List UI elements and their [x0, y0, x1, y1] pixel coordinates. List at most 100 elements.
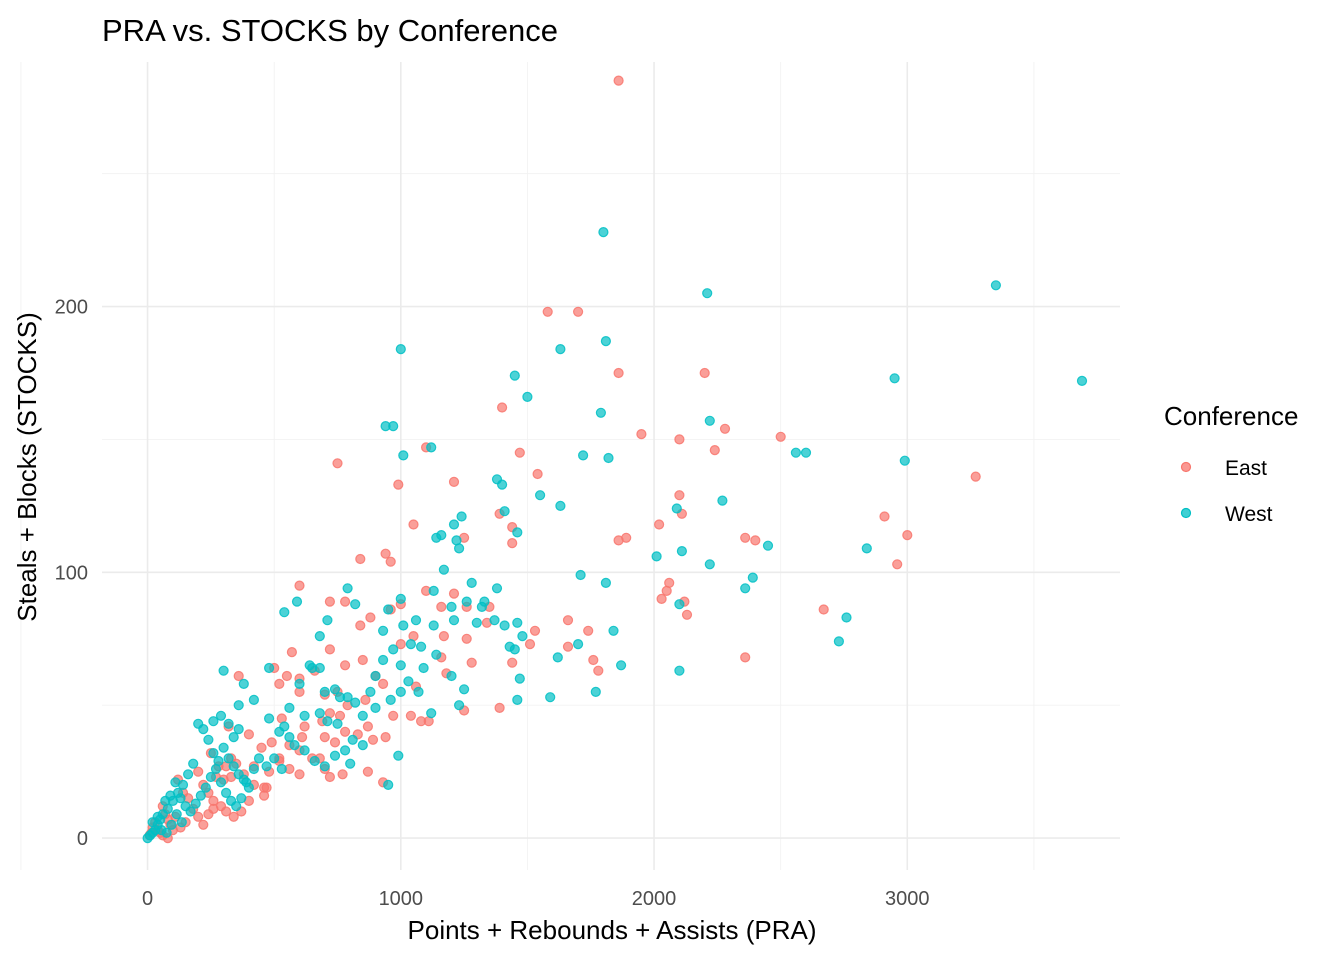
point-east — [365, 612, 376, 623]
point-east — [362, 721, 373, 732]
point-east — [497, 402, 508, 413]
point-west — [889, 373, 900, 384]
point-east — [393, 479, 404, 490]
point-east — [818, 604, 829, 615]
point-east — [332, 458, 343, 469]
point-west — [264, 713, 275, 724]
point-west — [329, 684, 341, 695]
point-west — [590, 686, 601, 698]
point-west — [299, 710, 310, 721]
point-west — [171, 809, 182, 820]
point-west — [215, 710, 227, 721]
point-east — [448, 476, 460, 487]
point-east — [970, 471, 981, 482]
point-west — [378, 654, 389, 666]
point-west — [185, 806, 196, 817]
point-east — [208, 803, 219, 815]
point-west — [479, 596, 490, 607]
point-west — [555, 344, 566, 355]
legend-label-east: East — [1225, 457, 1267, 480]
point-west — [704, 415, 715, 426]
point-west — [334, 692, 346, 703]
point-west — [833, 636, 845, 647]
point-west — [304, 660, 315, 671]
point-west — [291, 596, 303, 607]
y-tick-label: 0 — [77, 828, 88, 850]
point-west — [398, 450, 409, 461]
point-west — [395, 344, 406, 355]
point-west — [218, 742, 229, 753]
point-east — [259, 782, 270, 793]
point-west — [512, 617, 523, 628]
point-east — [388, 710, 399, 721]
point-east — [274, 678, 285, 690]
point-east — [294, 580, 305, 591]
point-west — [208, 747, 219, 759]
point-west — [575, 569, 586, 581]
point-east — [193, 811, 204, 822]
point-east — [507, 537, 518, 549]
point-west — [405, 638, 416, 650]
point-east — [507, 657, 518, 668]
point-east — [514, 447, 525, 458]
point-east — [750, 535, 761, 546]
point-west — [459, 684, 470, 695]
point-west — [370, 670, 381, 682]
point-west — [248, 694, 259, 706]
point-east — [408, 519, 419, 530]
point-west — [241, 777, 252, 788]
point-east — [221, 806, 232, 817]
point-west — [193, 718, 204, 729]
point-west — [165, 790, 176, 801]
point-west — [322, 716, 333, 727]
point-west — [279, 721, 290, 732]
point-east — [228, 811, 239, 822]
point-west — [497, 479, 508, 490]
point-west — [329, 750, 341, 761]
point-east — [233, 670, 244, 682]
point-east — [198, 819, 209, 830]
point-west — [395, 593, 406, 605]
point-west — [248, 763, 259, 775]
point-west — [269, 753, 280, 764]
point-west — [671, 503, 682, 514]
point-west — [345, 758, 356, 769]
point-west — [264, 662, 275, 674]
point-west — [342, 583, 353, 594]
point-west — [319, 686, 330, 698]
point-east — [405, 710, 416, 721]
point-east — [385, 556, 396, 567]
point-east — [740, 652, 751, 663]
point-west — [600, 577, 612, 589]
point-west — [284, 702, 295, 714]
point-east — [653, 519, 665, 530]
point-west — [426, 442, 437, 453]
point-east — [378, 678, 389, 690]
point-west — [208, 716, 219, 727]
point-west — [231, 801, 242, 812]
point-west — [188, 758, 199, 769]
point-west — [383, 779, 394, 791]
point-west — [514, 673, 525, 684]
point-west — [357, 710, 368, 721]
point-west — [545, 692, 556, 703]
point-east — [740, 532, 751, 543]
point-east — [674, 490, 685, 501]
series-east — [144, 75, 981, 844]
point-west — [170, 777, 181, 788]
point-west — [456, 511, 467, 522]
point-west — [990, 280, 1002, 291]
point-east — [461, 633, 472, 644]
point-east — [355, 553, 366, 565]
point-west — [861, 543, 872, 554]
point-west — [233, 723, 244, 735]
point-west — [438, 564, 449, 575]
point-west — [651, 551, 662, 562]
point-west — [314, 708, 325, 719]
point-east — [572, 306, 584, 317]
point-east — [524, 638, 536, 650]
point-east — [367, 734, 379, 745]
chart-title: PRA vs. STOCKS by Conference — [102, 13, 558, 48]
x-tick-label: 0 — [142, 888, 153, 910]
point-west — [509, 370, 520, 381]
